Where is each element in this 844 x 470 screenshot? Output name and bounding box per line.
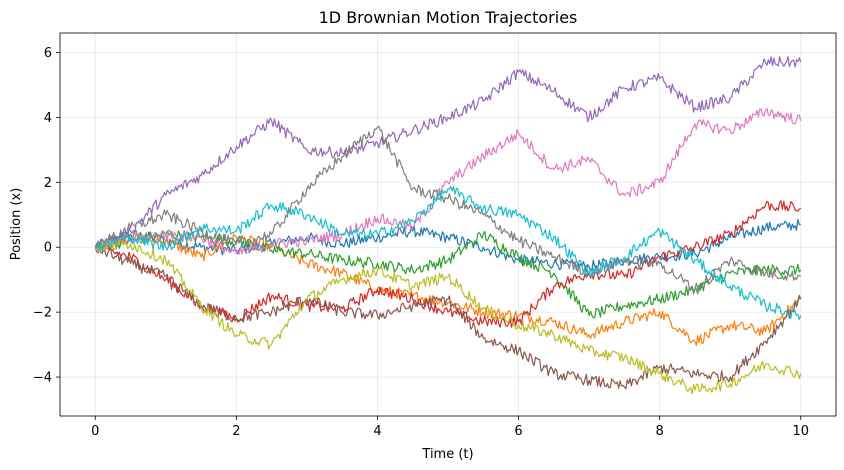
series-line-2 xyxy=(94,232,801,347)
series-line-7 xyxy=(94,107,802,255)
x-tick-label: 6 xyxy=(514,424,522,439)
series-layer xyxy=(94,56,802,395)
x-tick-label: 4 xyxy=(373,424,381,439)
x-tick-label: 8 xyxy=(655,424,663,439)
y-tick-label: −4 xyxy=(33,371,52,386)
series-line-3 xyxy=(94,230,802,319)
series-line-10 xyxy=(95,185,802,320)
y-tick-label: 0 xyxy=(44,241,52,256)
y-tick-label: 2 xyxy=(44,176,52,191)
series-line-6 xyxy=(94,243,802,390)
y-tick-label: −2 xyxy=(33,306,52,321)
y-axis-label: Position (x) xyxy=(9,188,24,261)
series-line-1 xyxy=(94,218,801,273)
ticks: 0 2 4 6 8 10 −4 −2 0 2 4 6 xyxy=(33,46,809,439)
x-tick-label: 10 xyxy=(792,424,809,439)
series-line-8 xyxy=(94,125,801,295)
x-tick-label: 2 xyxy=(232,424,240,439)
series-line-5 xyxy=(94,56,802,252)
plot-frame xyxy=(59,32,837,417)
y-tick-label: 4 xyxy=(44,111,52,126)
chart-title: 1D Brownian Motion Trajectories xyxy=(319,8,578,27)
x-tick-label: 0 xyxy=(91,424,99,439)
series-line-9 xyxy=(95,239,802,395)
y-tick-label: 6 xyxy=(44,46,52,61)
x-axis-label: Time (t) xyxy=(421,447,473,462)
